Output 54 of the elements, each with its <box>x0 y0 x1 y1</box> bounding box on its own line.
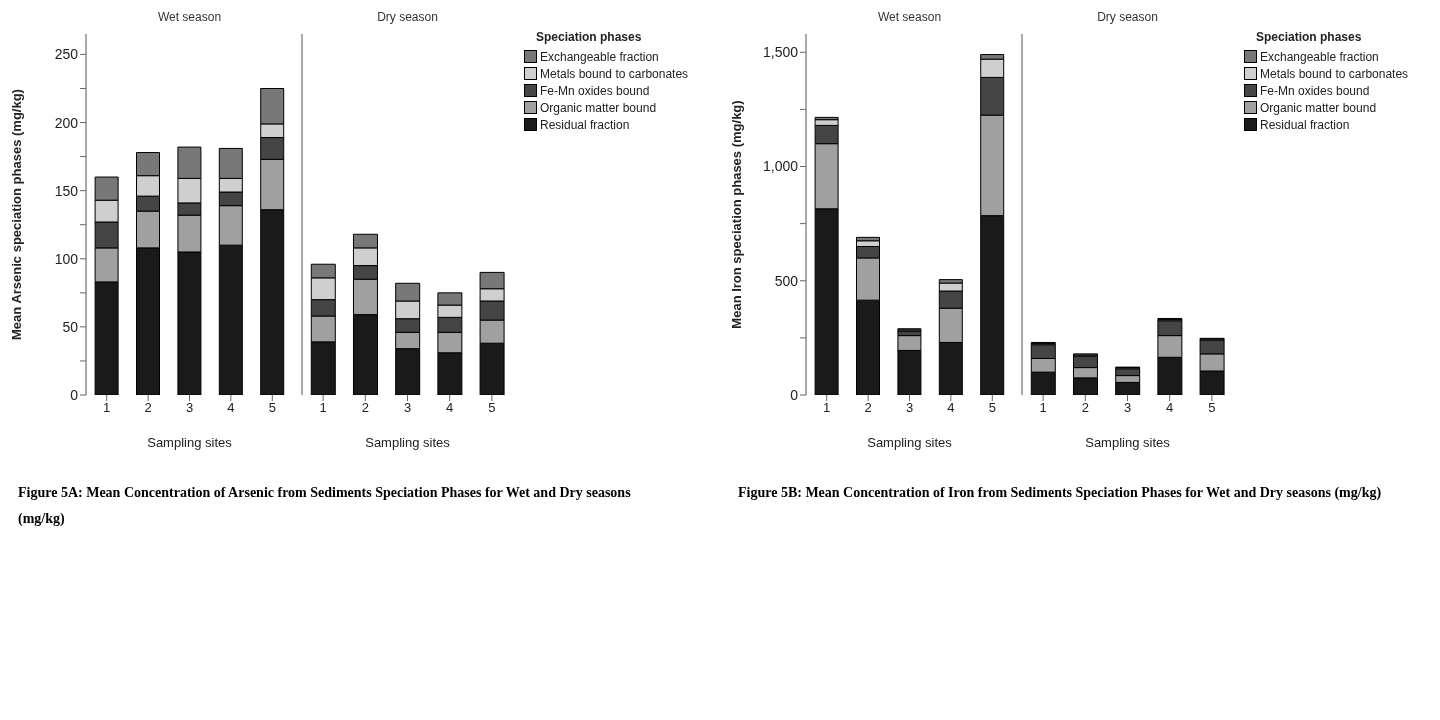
legend-label: Organic matter bound <box>540 100 657 115</box>
y-tick-label: 1,000 <box>762 158 799 175</box>
x-tick-label: 5 <box>488 400 496 416</box>
x-tick-label: 3 <box>185 400 194 416</box>
legend-label: Fe-Mn oxides bound <box>540 83 650 98</box>
x-tick-label: 2 <box>144 400 152 416</box>
legend-label: Metals bound to carbonates <box>540 66 689 81</box>
x-tick-label: 1 <box>1039 400 1047 416</box>
y-tick-label: 200 <box>54 114 79 131</box>
chart-title: Dry season <box>376 10 439 24</box>
x-tick-label: 1 <box>103 400 111 416</box>
x-tick-label: 5 <box>988 400 996 416</box>
x-tick-label: 5 <box>1208 400 1216 416</box>
x-axis-title: Sampling sites <box>867 435 953 450</box>
legend-label: Exchangeable fraction <box>1260 49 1379 64</box>
legend-label: Metals bound to carbonates <box>1260 66 1409 81</box>
x-tick-label: 3 <box>905 400 914 416</box>
caption: Figure 5B: Mean Concentration of Iron from Sediments Speciation Phases for Wet and Dry seasons (mg/kg) <box>738 484 1383 502</box>
x-tick-label: 4 <box>947 400 955 416</box>
x-axis-title: Sampling sites <box>365 435 451 450</box>
legend-label: Exchangeable fraction <box>540 49 659 64</box>
x-tick-label: 1 <box>823 400 831 416</box>
chart-title: Wet season <box>156 10 223 24</box>
x-axis-title: Sampling sites <box>1085 435 1171 450</box>
y-axis-title: Mean Arsenic speciation phases (mg/kg) <box>8 89 24 340</box>
x-tick-label: 5 <box>268 400 276 416</box>
x-tick-label: 2 <box>1081 400 1089 416</box>
y-tick-label: 250 <box>54 46 79 63</box>
y-tick-label: 100 <box>54 250 79 267</box>
x-tick-label: 1 <box>319 400 327 416</box>
legend-label: Fe-Mn oxides bound <box>1260 83 1370 98</box>
y-tick-label: 150 <box>54 182 79 199</box>
legend-label: Organic matter bound <box>1260 100 1377 115</box>
x-tick-label: 4 <box>446 400 454 416</box>
x-axis-title: Sampling sites <box>147 435 233 450</box>
x-tick-label: 3 <box>1123 400 1132 416</box>
x-tick-label: 2 <box>864 400 872 416</box>
y-tick-label: 1,500 <box>762 44 799 61</box>
x-tick-label: 3 <box>403 400 412 416</box>
chart-title: Dry season <box>1096 10 1159 24</box>
chart-title: Wet season <box>876 10 943 24</box>
legend-label: Residual fraction <box>540 117 630 132</box>
legend-title: Speciation phases <box>535 30 643 44</box>
y-tick-label: 0 <box>790 386 799 403</box>
legend-label: Residual fraction <box>1260 117 1350 132</box>
x-tick-label: 4 <box>227 400 235 416</box>
y-tick-label: 50 <box>62 318 79 335</box>
y-tick-label: 500 <box>774 272 799 289</box>
x-tick-label: 4 <box>1166 400 1174 416</box>
caption: Figure 5A: Mean Concentration of Arsenic from Sediments Speciation Phases for Wet and Dry seasons (mg/kg) <box>18 484 632 528</box>
y-axis-title: Mean Iron speciation phases (mg/kg) <box>728 100 744 329</box>
y-tick-label: 0 <box>70 386 79 403</box>
x-tick-label: 2 <box>361 400 369 416</box>
legend-title: Speciation phases <box>1255 30 1363 44</box>
